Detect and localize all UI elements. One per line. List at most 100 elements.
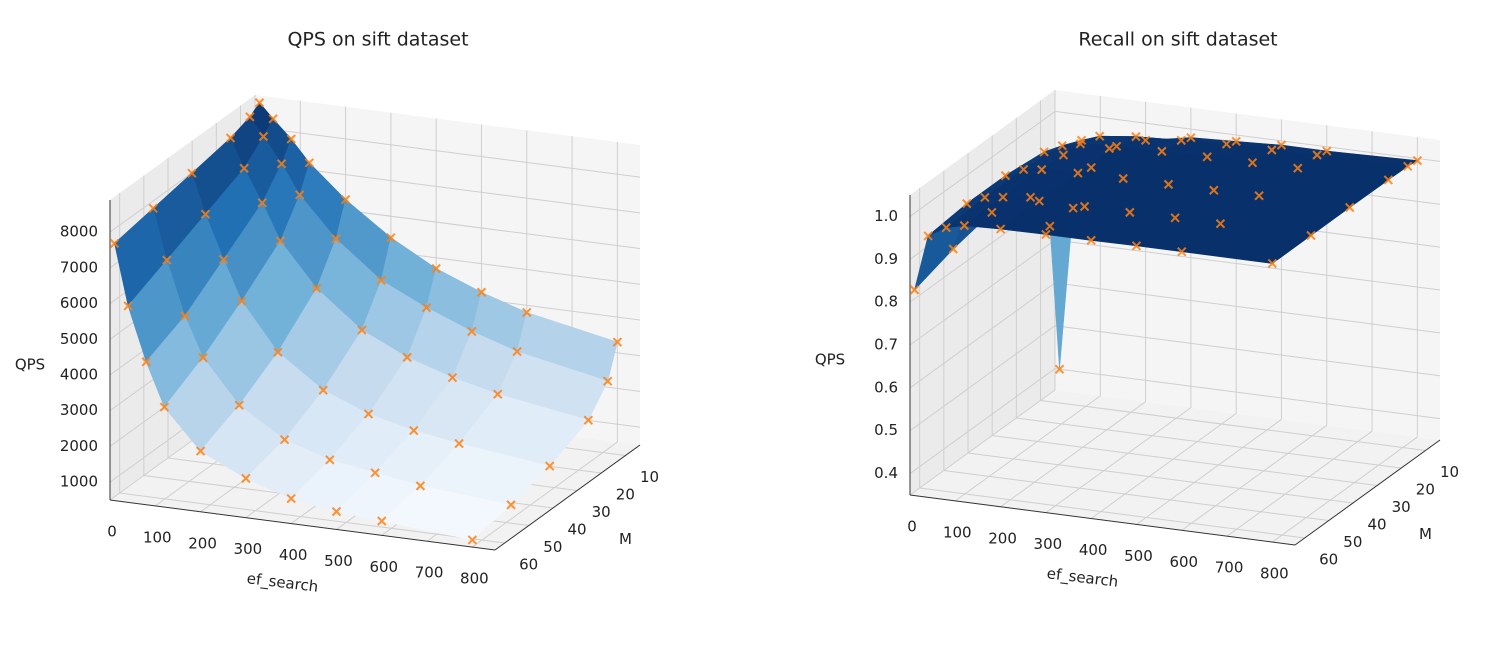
marker bbox=[1157, 146, 1167, 157]
marker bbox=[1094, 131, 1105, 141]
marker bbox=[431, 263, 441, 274]
marker bbox=[239, 163, 249, 174]
marker bbox=[268, 114, 278, 124]
marker bbox=[276, 159, 287, 169]
grid-line bbox=[1016, 417, 1402, 469]
grid-line bbox=[1181, 424, 1328, 531]
y-tick-label: 10 bbox=[640, 468, 659, 486]
z-tick-label: 2000 bbox=[60, 437, 98, 455]
marker bbox=[995, 224, 1006, 234]
y-tick-label: 30 bbox=[1392, 498, 1411, 516]
marker bbox=[583, 415, 594, 425]
z-tick-label: 1.0 bbox=[874, 207, 898, 225]
grid-line bbox=[1136, 419, 1282, 525]
y-tick-label: 60 bbox=[1319, 551, 1338, 569]
marker bbox=[340, 194, 351, 205]
x-tick-label: 300 bbox=[1034, 535, 1063, 553]
grid-line bbox=[254, 162, 641, 214]
x-tick-label: 200 bbox=[988, 529, 1017, 547]
marker bbox=[162, 255, 172, 265]
marker bbox=[1104, 143, 1115, 154]
marker bbox=[493, 389, 503, 399]
marker bbox=[1131, 241, 1142, 251]
marker bbox=[357, 325, 367, 335]
x-tick-label: 600 bbox=[369, 558, 398, 576]
marker bbox=[415, 481, 426, 491]
marker bbox=[1140, 135, 1151, 146]
marker bbox=[286, 493, 296, 504]
marker bbox=[234, 400, 244, 410]
marker bbox=[331, 506, 342, 517]
grid-line bbox=[1054, 282, 1441, 334]
marker bbox=[1215, 219, 1226, 229]
y-tick-label: 50 bbox=[1343, 533, 1362, 551]
z-tick-label: 0.5 bbox=[874, 421, 898, 439]
grid-line bbox=[909, 111, 1056, 217]
y-axis-label: M bbox=[1419, 525, 1432, 543]
z-tick-label: 0.9 bbox=[874, 250, 898, 268]
marker bbox=[1073, 168, 1083, 178]
axis-line bbox=[1294, 439, 1441, 546]
marker bbox=[159, 402, 170, 412]
marker bbox=[1276, 140, 1287, 150]
z-axis-label: QPS bbox=[815, 351, 845, 369]
marker bbox=[476, 287, 487, 297]
marker bbox=[258, 131, 269, 142]
marker bbox=[1267, 258, 1278, 269]
grid-line bbox=[254, 126, 641, 178]
marker bbox=[1383, 175, 1394, 185]
x-tick-label: 100 bbox=[143, 528, 172, 546]
grid-line bbox=[909, 325, 1056, 432]
marker bbox=[1322, 146, 1332, 156]
axis-line bbox=[909, 494, 1296, 546]
marker bbox=[1111, 141, 1122, 152]
z-tick-label: 0.6 bbox=[874, 378, 898, 396]
x-tick-label: 800 bbox=[1260, 565, 1289, 583]
marker bbox=[363, 409, 374, 419]
marker bbox=[200, 209, 211, 219]
grid-line bbox=[1054, 325, 1441, 377]
marker bbox=[962, 198, 972, 209]
marker bbox=[602, 376, 613, 386]
grid-line bbox=[955, 395, 1101, 502]
marker bbox=[318, 385, 328, 395]
y-tick-label: 20 bbox=[1416, 481, 1435, 499]
z-tick-label: 3000 bbox=[60, 401, 98, 419]
marker bbox=[612, 337, 623, 347]
marker bbox=[109, 238, 120, 249]
marker bbox=[1034, 196, 1044, 206]
marker bbox=[512, 346, 522, 357]
chart-title: QPS on sift dataset bbox=[287, 29, 468, 51]
marker bbox=[1068, 203, 1078, 213]
marker bbox=[1054, 364, 1065, 374]
marker bbox=[409, 425, 419, 436]
marker bbox=[1045, 221, 1055, 231]
surface bbox=[114, 102, 618, 541]
grid-line bbox=[1054, 368, 1441, 420]
marker bbox=[1254, 191, 1264, 201]
marker bbox=[279, 434, 290, 445]
marker bbox=[1293, 163, 1303, 173]
marker bbox=[1221, 139, 1232, 149]
grid-line bbox=[909, 282, 1056, 389]
marker bbox=[1057, 140, 1067, 151]
marker bbox=[123, 301, 133, 311]
z-tick-label: 0.8 bbox=[874, 293, 898, 311]
z-tick-label: 1000 bbox=[60, 473, 98, 491]
z-tick-label: 6000 bbox=[60, 294, 98, 312]
marker bbox=[325, 455, 335, 465]
marker bbox=[386, 232, 396, 243]
x-tick-label: 400 bbox=[279, 546, 308, 564]
marker bbox=[1039, 147, 1049, 157]
marker bbox=[198, 352, 208, 363]
marker bbox=[294, 190, 305, 200]
x-tick-label: 400 bbox=[1079, 541, 1108, 559]
y-tick-label: 40 bbox=[567, 521, 586, 539]
marker bbox=[447, 372, 458, 383]
y-tick-label: 40 bbox=[1367, 516, 1386, 534]
marker bbox=[1209, 185, 1219, 195]
marker bbox=[1018, 164, 1029, 175]
x-tick-label: 0 bbox=[107, 523, 117, 541]
floor-pane bbox=[910, 390, 1440, 545]
